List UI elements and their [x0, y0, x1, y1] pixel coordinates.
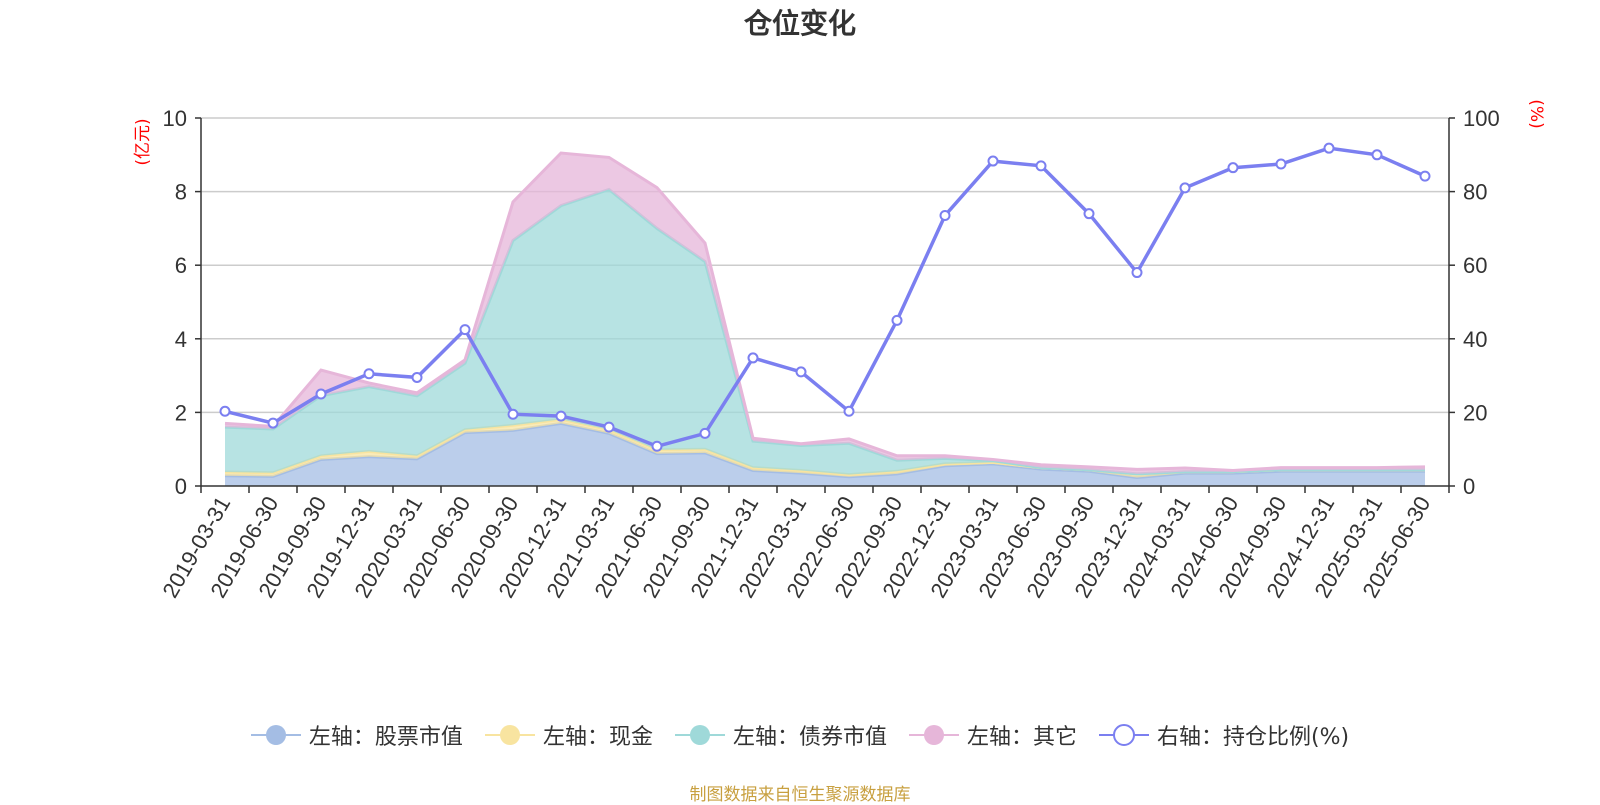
- line-point: [1275, 158, 1287, 170]
- right-tick-label: 0: [1463, 474, 1475, 499]
- legend-circle-icon: [908, 725, 959, 745]
- line-point: [507, 408, 519, 420]
- legend: 左轴：股票市值 左轴：现金 左轴：债券市值 左轴：其它 右轴：持仓比例(%): [0, 720, 1600, 750]
- legend-label: 右轴：持仓比例(%): [1156, 725, 1350, 750]
- left-tick-label: 8: [175, 180, 187, 205]
- line-point: [1227, 162, 1239, 174]
- source-note: 制图数据来自恒生聚源数据库: [689, 785, 911, 805]
- line-point: [891, 314, 903, 326]
- legend-circle-icon: [484, 725, 535, 745]
- line-point: [1083, 208, 1095, 220]
- right-tick-label: 60: [1463, 253, 1487, 278]
- legend-label: 左轴：其它: [966, 725, 1077, 750]
- legend-item[interactable]: 左轴：现金: [484, 719, 653, 751]
- legend-item[interactable]: 右轴：持仓比例(%): [1098, 719, 1350, 751]
- left-axis-label: (亿元): [133, 118, 153, 165]
- line-point: [555, 410, 567, 422]
- line-point: [219, 405, 231, 417]
- line-point: [795, 366, 807, 378]
- line-point: [411, 371, 423, 383]
- line-point: [1035, 160, 1047, 172]
- legend-item[interactable]: 左轴：其它: [908, 719, 1077, 751]
- legend-label: 左轴：现金: [542, 725, 653, 750]
- line-point: [747, 352, 759, 364]
- line-point: [363, 368, 375, 380]
- legend-circle-icon: [250, 725, 301, 745]
- right-tick-label: 40: [1463, 327, 1487, 352]
- left-tick-label: 0: [175, 474, 187, 499]
- line-point: [315, 388, 327, 400]
- line-point: [939, 210, 951, 222]
- right-axis-label: (%): [1526, 99, 1546, 128]
- line-point: [1179, 182, 1191, 194]
- legend-label: 左轴：债券市值: [732, 725, 887, 750]
- line-point: [987, 155, 999, 167]
- right-tick-label: 20: [1463, 400, 1487, 425]
- line-point: [699, 427, 711, 439]
- left-tick-label: 4: [175, 327, 187, 352]
- line-point: [603, 421, 615, 433]
- line-point: [843, 405, 855, 417]
- line-series-ratio: [224, 146, 1426, 449]
- line-point: [459, 324, 471, 336]
- legend-label: 左轴：股票市值: [308, 725, 463, 750]
- legend-circle-icon: [674, 725, 725, 745]
- chart-title: 仓位变化: [743, 7, 856, 40]
- right-tick-label: 100: [1463, 106, 1500, 131]
- line-point: [651, 440, 663, 452]
- area-series-2: [225, 189, 1425, 475]
- right-tick-label: 80: [1463, 180, 1487, 205]
- left-tick-label: 2: [175, 400, 187, 425]
- line-point: [267, 417, 279, 429]
- area-series-3-edge: [224, 151, 1426, 473]
- line-point: [1419, 170, 1431, 182]
- area-series-0: [225, 423, 1425, 486]
- legend-hollow-circle-icon: [1098, 724, 1149, 746]
- line-point: [1371, 149, 1383, 161]
- line-point: [1131, 267, 1143, 279]
- left-tick-label: 6: [175, 253, 187, 278]
- line-point: [1323, 142, 1335, 154]
- left-tick-label: 10: [163, 106, 187, 131]
- legend-item[interactable]: 左轴：债券市值: [674, 719, 887, 751]
- legend-item[interactable]: 左轴：股票市值: [250, 719, 463, 751]
